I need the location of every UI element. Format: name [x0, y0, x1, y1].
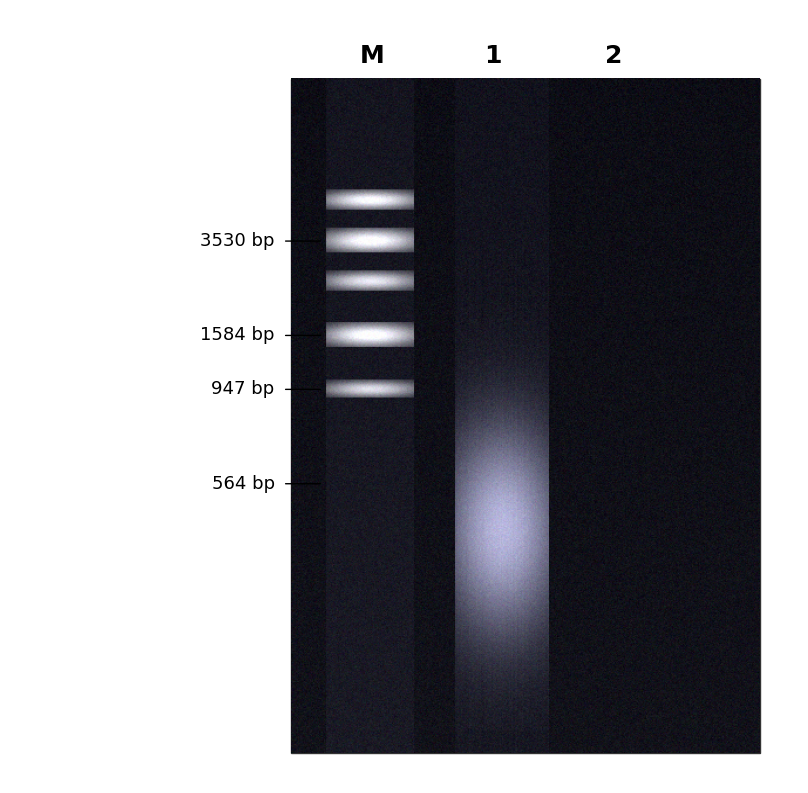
Text: 2: 2	[605, 44, 623, 67]
FancyBboxPatch shape	[291, 79, 760, 753]
Text: 1: 1	[484, 44, 502, 67]
Text: 947 bp: 947 bp	[212, 381, 275, 398]
Text: 1584 bp: 1584 bp	[200, 327, 275, 344]
Text: M: M	[360, 44, 384, 67]
Text: 564 bp: 564 bp	[212, 475, 275, 492]
Text: 3530 bp: 3530 bp	[200, 232, 275, 250]
